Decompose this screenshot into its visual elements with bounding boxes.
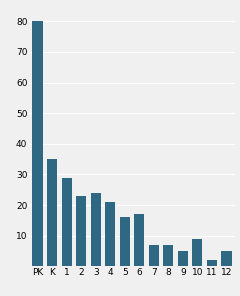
Bar [178,251,188,266]
Bar [105,202,115,266]
Bar [32,21,43,266]
Bar [163,245,174,266]
Bar [192,239,203,266]
Bar [221,251,232,266]
Bar [90,193,101,266]
Bar [120,217,130,266]
Bar [76,196,86,266]
Bar [207,260,217,266]
Bar [149,245,159,266]
Bar [47,159,57,266]
Bar [61,178,72,266]
Bar [134,214,144,266]
